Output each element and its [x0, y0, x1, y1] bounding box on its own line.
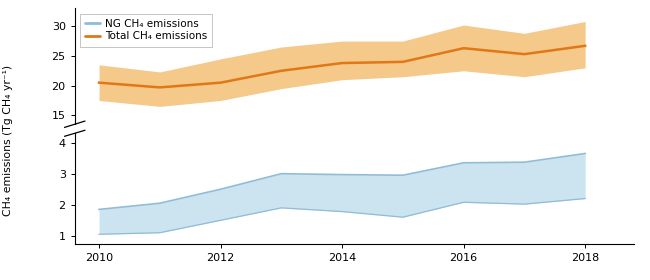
Legend: NG CH₄ emissions, Total CH₄ emissions: NG CH₄ emissions, Total CH₄ emissions [80, 14, 213, 47]
Text: CH₄ emissions (Tg CH₄ yr⁻¹): CH₄ emissions (Tg CH₄ yr⁻¹) [3, 64, 13, 216]
